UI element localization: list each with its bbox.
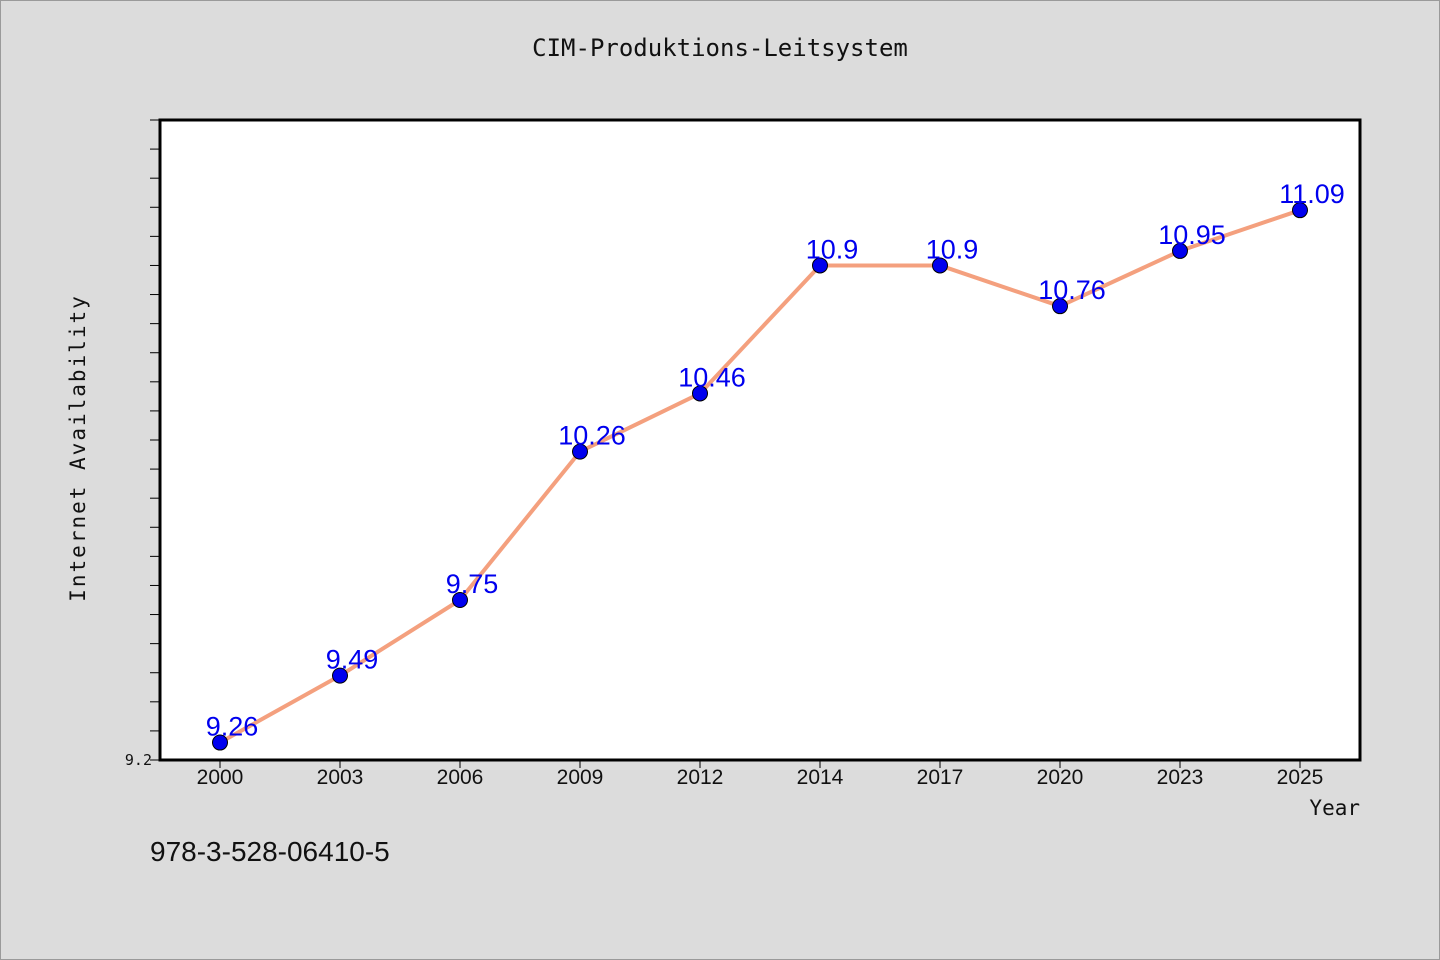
series-line bbox=[218, 208, 1302, 745]
x-tick-label: 2017 bbox=[917, 766, 964, 789]
x-tick-label: 2006 bbox=[437, 766, 484, 789]
y-axis-ticks: 9.2 bbox=[125, 119, 160, 769]
y-tick-label: 9.2 bbox=[125, 751, 152, 769]
data-label: 9.49 bbox=[326, 645, 379, 675]
x-axis-ticks: 2000 2003 2006 2009 2012 2014 2017 2020 2023 2025 bbox=[197, 760, 1324, 789]
data-label: 10.46 bbox=[678, 362, 746, 392]
data-label: 10.9 bbox=[926, 234, 979, 264]
chart-title: CIM-Produktions-Leitsystem bbox=[532, 34, 908, 62]
y-axis-label: Internet Availability bbox=[66, 294, 90, 602]
x-tick-label: 2009 bbox=[557, 766, 604, 789]
data-label: 10.9 bbox=[806, 234, 859, 264]
x-tick-label: 2003 bbox=[317, 766, 364, 789]
x-axis-label: Year bbox=[1309, 796, 1360, 820]
data-point bbox=[452, 592, 468, 608]
data-point bbox=[332, 667, 348, 684]
data-point bbox=[572, 443, 588, 460]
x-tick-label: 2012 bbox=[677, 766, 724, 789]
x-tick-label: 2014 bbox=[797, 766, 844, 789]
data-point bbox=[812, 257, 828, 274]
x-tick-label: 2025 bbox=[1277, 766, 1324, 789]
data-point bbox=[1052, 298, 1068, 315]
data-point bbox=[212, 734, 228, 751]
data-point bbox=[692, 385, 708, 402]
x-tick-label: 2020 bbox=[1037, 766, 1084, 789]
data-label: 10.26 bbox=[558, 421, 626, 451]
data-label: 10.95 bbox=[1158, 220, 1226, 250]
x-tick-label: 2000 bbox=[197, 766, 244, 789]
isbn-text: 978-3-528-06410-5 bbox=[150, 836, 390, 867]
data-label: 9.75 bbox=[446, 569, 499, 599]
data-label: 10.76 bbox=[1038, 275, 1106, 305]
data-point bbox=[1172, 242, 1188, 259]
data-point bbox=[932, 257, 948, 274]
data-label: 11.09 bbox=[1279, 179, 1345, 209]
series-layer bbox=[212, 202, 1308, 751]
x-tick-label: 2023 bbox=[1157, 766, 1204, 789]
data-label: 9.26 bbox=[206, 712, 259, 742]
data-labels-layer: 9.26 9.49 9.75 10.26 10.46 10.9 10.9 10.76 10.95… bbox=[206, 179, 1345, 741]
data-point bbox=[1292, 202, 1308, 219]
plot-area bbox=[158, 118, 1362, 762]
